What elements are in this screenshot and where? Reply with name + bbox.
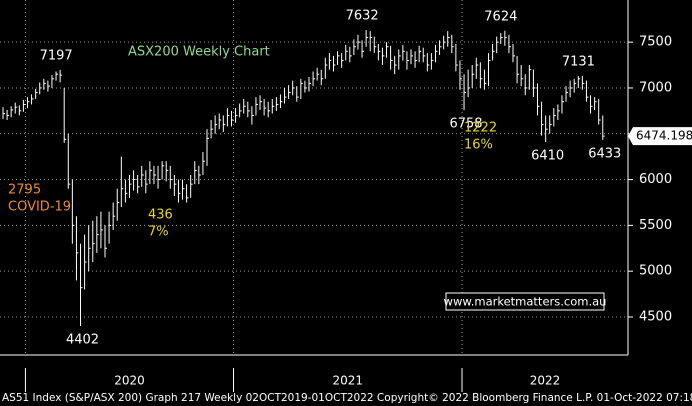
annotation: 7624 xyxy=(484,9,517,24)
note: 16% xyxy=(464,138,493,153)
y-tick-label: 5000 xyxy=(639,264,672,279)
annotation: 6410 xyxy=(531,149,564,164)
y-tick-label: 5500 xyxy=(639,218,672,233)
x-tick-label: 2022 xyxy=(530,374,561,388)
y-tick-label: 4500 xyxy=(639,309,672,324)
last-price-tag xyxy=(628,127,692,146)
annotation: 7197 xyxy=(40,48,73,63)
annotation: 4402 xyxy=(66,332,99,347)
x-tick-label: 2020 xyxy=(114,374,145,388)
annotation: 6433 xyxy=(588,146,621,161)
chart-title: ASX200 Weekly Chart xyxy=(128,45,270,60)
watermark: www.marketmatters.com.au xyxy=(444,295,607,309)
note: 7% xyxy=(148,225,169,240)
y-tick-label: 6000 xyxy=(639,172,672,187)
x-tick-label: 2021 xyxy=(332,374,363,388)
y-tick-label: 7000 xyxy=(639,80,672,95)
footer: AS51 Index (S&P/ASX 200) Graph 217 Weekl… xyxy=(2,392,692,404)
note: 1222 xyxy=(464,121,497,136)
note: 436 xyxy=(148,208,173,223)
y-tick-label: 7500 xyxy=(639,35,672,50)
note: 2795 xyxy=(8,183,41,198)
watermark-box xyxy=(445,292,605,311)
annotation: 7632 xyxy=(346,9,379,24)
annotation: 7131 xyxy=(562,54,595,69)
last-price-label: 6474.198 xyxy=(636,129,692,143)
note: COVID-19 xyxy=(8,200,71,215)
annotation: 6758 xyxy=(449,117,482,132)
